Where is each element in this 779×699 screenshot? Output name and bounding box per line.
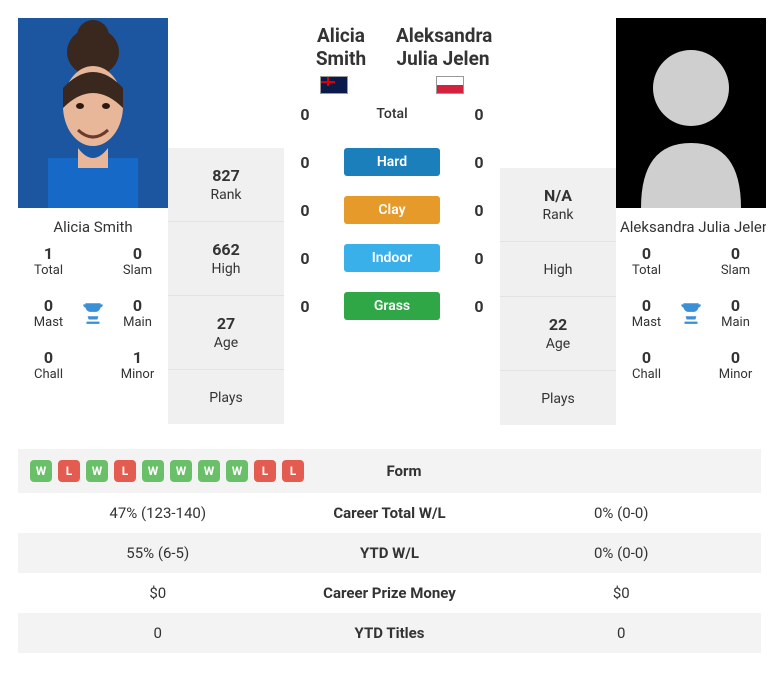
h2h-surfaces: 0 Total 0 0 Hard 0 0 Clay 0 0 Indoor 0 0 <box>290 100 494 320</box>
player2-plays: Plays <box>500 371 616 425</box>
player1-slam-titles: 0 Slam <box>109 244 166 278</box>
player1-mast-titles: 0 Mast <box>20 296 77 330</box>
center-column: Alicia Smith Aleksandra Julia Jelen 0 To… <box>284 18 500 340</box>
comparison-table: WLWLWWWWLL Form 47% (123-140) Career Tot… <box>18 449 761 653</box>
player1-card: Alicia Smith 1 Total 0 Slam 0 Mast 0 Mai… <box>18 18 168 392</box>
player2-chall-titles: 0 Chall <box>618 348 675 382</box>
player1-photo[interactable] <box>18 18 168 208</box>
form-chip[interactable]: L <box>114 460 136 482</box>
player2-main-titles: 0 Main <box>707 296 764 330</box>
player2-stats: N/A Rank High 22 Age Plays <box>500 168 616 425</box>
player1-name-label[interactable]: Alicia Smith <box>18 208 168 244</box>
form-chip[interactable]: W <box>198 460 220 482</box>
form-chip[interactable]: L <box>58 460 80 482</box>
player1-heading[interactable]: Alicia Smith <box>290 18 392 70</box>
flag-pl-icon <box>436 76 464 94</box>
form-chip[interactable]: W <box>226 460 248 482</box>
cmp-ytd-titles: 0 YTD Titles 0 <box>18 613 761 653</box>
flag-au-icon <box>320 76 348 94</box>
player1-age: 27 Age <box>168 296 284 370</box>
player2-total-titles: 0 Total <box>618 244 675 278</box>
player1-high: 662 High <box>168 222 284 296</box>
player1-rank: 827 Rank <box>168 148 284 222</box>
player1-form: WLWLWWWWLL <box>26 460 304 482</box>
form-chip[interactable]: L <box>254 460 276 482</box>
h2h-hard[interactable]: 0 Hard 0 <box>290 148 494 176</box>
player1-main-titles: 0 Main <box>109 296 166 330</box>
form-chip[interactable]: W <box>86 460 108 482</box>
player1-stats: 827 Rank 662 High 27 Age Plays <box>168 148 284 424</box>
player2-age: 22 Age <box>500 297 616 371</box>
player1-total-titles: 1 Total <box>20 244 77 278</box>
player1-plays: Plays <box>168 370 284 424</box>
player1-minor-titles: 1 Minor <box>109 348 166 382</box>
h2h-clay[interactable]: 0 Clay 0 <box>290 196 494 224</box>
player2-card: Aleksandra Julia Jelen 0 Total 0 Slam 0 … <box>616 18 766 392</box>
player2-mast-titles: 0 Mast <box>618 296 675 330</box>
h2h-total: 0 Total 0 <box>290 100 494 128</box>
silhouette-icon <box>616 18 766 208</box>
player2-minor-titles: 0 Minor <box>707 348 764 382</box>
cmp-ytd-wl: 55% (6-5) YTD W/L 0% (0-0) <box>18 533 761 573</box>
player1-face-illustration <box>18 18 168 208</box>
head-to-head-top: Alicia Smith 1 Total 0 Slam 0 Mast 0 Mai… <box>18 18 761 425</box>
player-names: Alicia Smith Aleksandra Julia Jelen <box>290 18 494 70</box>
player2-photo[interactable] <box>616 18 766 208</box>
player2-titles-grid: 0 Total 0 Slam 0 Mast 0 Main 0 Chall <box>616 244 766 392</box>
player1-chall-titles: 0 Chall <box>20 348 77 382</box>
player1-titles-grid: 1 Total 0 Slam 0 Mast 0 Main 0 Chall <box>18 244 168 392</box>
player2-rank: N/A Rank <box>500 168 616 242</box>
player2-heading[interactable]: Aleksandra Julia Jelen <box>392 18 494 70</box>
cmp-career-wl: 47% (123-140) Career Total W/L 0% (0-0) <box>18 493 761 533</box>
cmp-prize: $0 Career Prize Money $0 <box>18 573 761 613</box>
player2-name-label[interactable]: Aleksandra Julia Jelen <box>616 208 766 244</box>
form-chip[interactable]: L <box>282 460 304 482</box>
trophy-icon <box>675 300 707 326</box>
form-chip[interactable]: W <box>30 460 52 482</box>
form-chip[interactable]: W <box>142 460 164 482</box>
player2-slam-titles: 0 Slam <box>707 244 764 278</box>
form-chip[interactable]: W <box>170 460 192 482</box>
h2h-grass[interactable]: 0 Grass 0 <box>290 292 494 320</box>
player2-high: High <box>500 242 616 297</box>
trophy-icon <box>77 300 109 326</box>
h2h-indoor[interactable]: 0 Indoor 0 <box>290 244 494 272</box>
cmp-form: WLWLWWWWLL Form <box>18 449 761 493</box>
